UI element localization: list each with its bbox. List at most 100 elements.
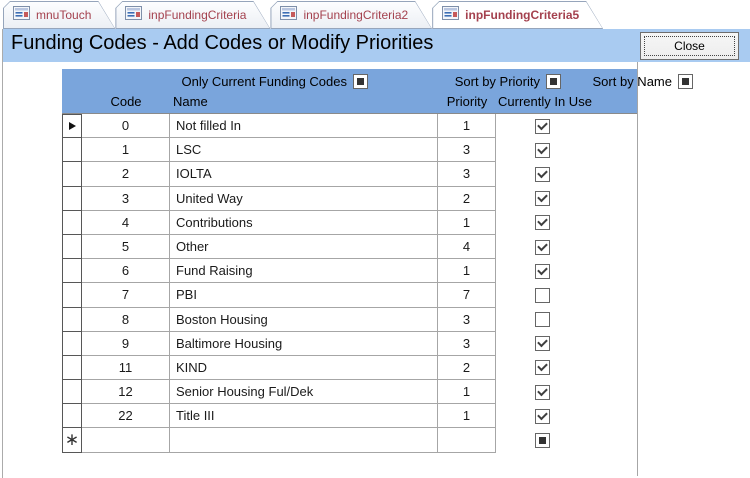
tab-mnuTouch[interactable]: mnuTouch bbox=[3, 1, 115, 29]
tab-inpFundingCriteria[interactable]: inpFundingCriteria bbox=[115, 1, 270, 29]
in-use-checkbox[interactable] bbox=[535, 191, 550, 207]
record-selector[interactable] bbox=[62, 162, 82, 187]
filter-label: Sort by Priority bbox=[454, 73, 540, 89]
table-row: 7 PBI 7 bbox=[62, 283, 637, 308]
cell-priority[interactable]: 1 bbox=[438, 380, 496, 405]
in-use-checkbox[interactable] bbox=[535, 336, 550, 352]
record-selector[interactable] bbox=[62, 138, 82, 163]
record-selector[interactable] bbox=[62, 380, 82, 405]
cell-name[interactable]: Boston Housing bbox=[170, 307, 438, 332]
cell-priority[interactable]: 3 bbox=[438, 331, 496, 356]
in-use-checkbox[interactable] bbox=[535, 384, 550, 400]
record-selector[interactable] bbox=[62, 186, 82, 211]
cell-name[interactable]: Baltimore Housing bbox=[170, 331, 438, 356]
cell-priority[interactable]: 1 bbox=[438, 114, 496, 139]
tab-inpFundingCriteria2[interactable]: inpFundingCriteria2 bbox=[270, 1, 432, 29]
cell-code[interactable]: 3 bbox=[82, 186, 170, 211]
cell-priority[interactable]: 1 bbox=[438, 210, 496, 235]
cell-priority[interactable]: 3 bbox=[438, 162, 496, 187]
record-selector[interactable] bbox=[62, 234, 82, 260]
cell-name[interactable] bbox=[170, 428, 438, 453]
in-use-checkbox[interactable] bbox=[535, 215, 550, 231]
table-row: 3 United Way 2 bbox=[62, 186, 637, 211]
new-record-icon: ∗ bbox=[64, 429, 80, 449]
cell-name[interactable]: Other bbox=[170, 234, 438, 260]
cell-priority[interactable]: 3 bbox=[438, 307, 496, 332]
filter-label: Sort by Name bbox=[592, 73, 672, 89]
cell-currently-in-use bbox=[496, 308, 637, 332]
cell-code[interactable]: 9 bbox=[82, 331, 170, 356]
cell-name[interactable]: Not filled In bbox=[170, 114, 438, 139]
close-button[interactable]: Close bbox=[640, 32, 739, 60]
cell-name[interactable]: Senior Housing Ful/Dek bbox=[170, 380, 438, 405]
cell-code[interactable]: 2 bbox=[82, 162, 170, 187]
cell-code[interactable]: 4 bbox=[82, 210, 170, 235]
cell-code[interactable]: 12 bbox=[82, 380, 170, 405]
cell-code[interactable]: 11 bbox=[82, 355, 170, 381]
filter-label: Only Current Funding Codes bbox=[181, 73, 347, 89]
in-use-checkbox[interactable] bbox=[535, 142, 550, 158]
filter-checkbox[interactable] bbox=[546, 73, 561, 89]
record-selector[interactable] bbox=[62, 283, 82, 308]
cell-code[interactable]: 7 bbox=[82, 283, 170, 308]
cell-name[interactable]: IOLTA bbox=[170, 162, 438, 187]
record-selector[interactable] bbox=[62, 331, 82, 356]
filter-checkbox[interactable] bbox=[678, 73, 693, 89]
in-use-checkbox[interactable] bbox=[535, 408, 550, 424]
tab-label: mnuTouch bbox=[36, 8, 92, 22]
cell-code[interactable]: 6 bbox=[82, 259, 170, 284]
form-icon bbox=[280, 5, 298, 20]
cell-name[interactable]: KIND bbox=[170, 355, 438, 381]
filter-group: Only Current Funding Codes bbox=[122, 73, 368, 89]
cell-priority[interactable]: 3 bbox=[438, 138, 496, 163]
in-use-checkbox[interactable] bbox=[535, 312, 550, 328]
datasheet-header: Only Current Funding Codes Sort by Priori… bbox=[62, 69, 693, 113]
column-header-code[interactable]: Code bbox=[110, 94, 142, 109]
in-use-checkbox[interactable] bbox=[535, 433, 550, 449]
form-title-bar: Funding Codes - Add Codes or Modify Prio… bbox=[3, 29, 750, 62]
cell-priority[interactable] bbox=[438, 428, 496, 453]
in-use-checkbox[interactable] bbox=[535, 263, 550, 279]
in-use-checkbox[interactable] bbox=[535, 166, 550, 182]
filter-checkbox[interactable] bbox=[353, 73, 368, 89]
cell-code[interactable]: 5 bbox=[82, 234, 170, 260]
record-selector[interactable] bbox=[62, 307, 82, 332]
cell-code[interactable]: 22 bbox=[82, 404, 170, 429]
tab-inpFundingCriteria5[interactable]: inpFundingCriteria5 bbox=[432, 1, 603, 29]
column-header-name[interactable]: Name bbox=[173, 94, 208, 109]
cell-currently-in-use bbox=[496, 332, 637, 356]
cell-priority[interactable]: 1 bbox=[438, 404, 496, 429]
in-use-checkbox[interactable] bbox=[535, 360, 550, 376]
table-row: 1 LSC 3 bbox=[62, 138, 637, 163]
table-row: 6 Fund Raising 1 bbox=[62, 259, 637, 284]
in-use-checkbox[interactable] bbox=[535, 239, 550, 255]
record-selector[interactable] bbox=[62, 404, 82, 429]
column-header-currently-in-use[interactable]: Currently In Use bbox=[498, 94, 592, 109]
column-header-priority[interactable]: Priority bbox=[446, 94, 488, 109]
cell-name[interactable]: Title III bbox=[170, 404, 438, 429]
cell-priority[interactable]: 2 bbox=[438, 186, 496, 211]
cell-name[interactable]: United Way bbox=[170, 186, 438, 211]
record-selector[interactable] bbox=[62, 259, 82, 284]
cell-name[interactable]: PBI bbox=[170, 283, 438, 308]
cell-name[interactable]: Contributions bbox=[170, 210, 438, 235]
in-use-checkbox[interactable] bbox=[535, 118, 550, 134]
cell-priority[interactable]: 7 bbox=[438, 283, 496, 308]
cell-code[interactable]: 0 bbox=[82, 114, 170, 139]
form-icon bbox=[125, 5, 143, 20]
cell-priority[interactable]: 4 bbox=[438, 234, 496, 260]
cell-name[interactable]: Fund Raising bbox=[170, 259, 438, 284]
cell-priority[interactable]: 2 bbox=[438, 355, 496, 381]
cell-code[interactable]: 8 bbox=[82, 307, 170, 332]
cell-code[interactable]: 1 bbox=[82, 138, 170, 163]
record-selector[interactable] bbox=[62, 114, 82, 139]
cell-priority[interactable]: 1 bbox=[438, 259, 496, 284]
cell-currently-in-use bbox=[496, 211, 637, 235]
record-selector[interactable]: ∗ bbox=[62, 428, 82, 453]
cell-name[interactable]: LSC bbox=[170, 138, 438, 163]
cell-code[interactable] bbox=[82, 428, 170, 453]
in-use-checkbox[interactable] bbox=[535, 287, 550, 303]
record-selector[interactable] bbox=[62, 210, 82, 235]
record-selector[interactable] bbox=[62, 355, 82, 381]
tab-label: inpFundingCriteria5 bbox=[465, 8, 580, 22]
